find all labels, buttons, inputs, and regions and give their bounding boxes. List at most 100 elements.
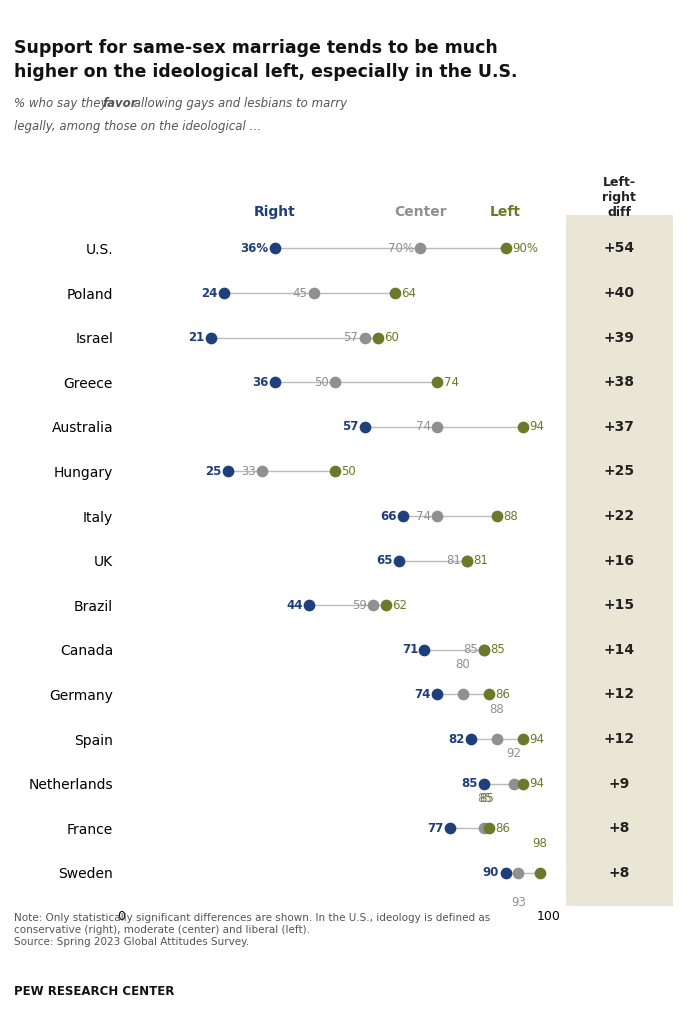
Text: 81: 81 bbox=[473, 554, 489, 567]
Text: 88: 88 bbox=[490, 702, 505, 716]
Text: +9: +9 bbox=[609, 776, 630, 791]
Text: 44: 44 bbox=[287, 599, 303, 611]
Text: legally, among those on the ideological …: legally, among those on the ideological … bbox=[14, 120, 261, 133]
Text: Left-
right
diff: Left- right diff bbox=[602, 176, 636, 219]
Point bbox=[329, 374, 340, 390]
Point bbox=[479, 642, 490, 658]
Point bbox=[513, 864, 524, 881]
Text: 90%: 90% bbox=[512, 242, 538, 255]
Text: 71: 71 bbox=[402, 643, 418, 656]
Text: +37: +37 bbox=[604, 420, 635, 434]
Point bbox=[219, 285, 230, 301]
Text: 94: 94 bbox=[529, 732, 544, 745]
Text: 60: 60 bbox=[384, 331, 399, 344]
Text: % who say they: % who say they bbox=[14, 97, 111, 111]
Text: 24: 24 bbox=[201, 287, 217, 300]
Text: 21: 21 bbox=[189, 331, 205, 344]
Text: 85: 85 bbox=[463, 643, 478, 656]
Text: +39: +39 bbox=[604, 331, 635, 345]
Point bbox=[223, 463, 234, 479]
Point bbox=[462, 553, 473, 569]
Point bbox=[483, 686, 494, 702]
Text: +16: +16 bbox=[604, 554, 635, 567]
Text: +12: +12 bbox=[604, 687, 635, 701]
Point bbox=[304, 597, 315, 613]
Text: 64: 64 bbox=[401, 287, 416, 300]
Text: higher on the ideological left, especially in the U.S.: higher on the ideological left, especial… bbox=[14, 63, 518, 82]
Text: 86: 86 bbox=[495, 688, 510, 700]
Text: 74: 74 bbox=[443, 376, 459, 389]
Point bbox=[257, 463, 268, 479]
Text: 77: 77 bbox=[428, 821, 443, 835]
Point bbox=[457, 686, 468, 702]
Text: allowing gays and lesbians to marry: allowing gays and lesbians to marry bbox=[130, 97, 348, 111]
Text: 74: 74 bbox=[414, 688, 431, 700]
Point bbox=[205, 330, 217, 346]
Point bbox=[372, 330, 383, 346]
Text: Note: Only statistically significant differences are shown. In the U.S., ideolog: Note: Only statistically significant dif… bbox=[14, 913, 490, 946]
Text: +22: +22 bbox=[604, 509, 635, 523]
Text: 74: 74 bbox=[416, 421, 431, 433]
Point bbox=[393, 553, 405, 569]
Text: 66: 66 bbox=[380, 510, 397, 522]
Text: +38: +38 bbox=[604, 375, 635, 389]
Text: 59: 59 bbox=[352, 599, 367, 611]
Text: +54: +54 bbox=[604, 242, 635, 255]
Text: 94: 94 bbox=[529, 421, 544, 433]
Point bbox=[359, 330, 371, 346]
Text: 90: 90 bbox=[483, 866, 499, 880]
Text: +15: +15 bbox=[604, 598, 635, 612]
Point bbox=[491, 731, 502, 748]
Text: 57: 57 bbox=[342, 421, 358, 433]
Text: +40: +40 bbox=[604, 286, 635, 300]
Text: 57: 57 bbox=[344, 331, 358, 344]
Text: 81: 81 bbox=[446, 554, 461, 567]
Point bbox=[269, 241, 280, 257]
Point bbox=[500, 241, 511, 257]
Text: 74: 74 bbox=[416, 510, 431, 522]
Text: 82: 82 bbox=[448, 732, 465, 745]
Text: favor: favor bbox=[103, 97, 137, 111]
Point bbox=[415, 241, 426, 257]
Point bbox=[445, 820, 456, 837]
Text: 70%: 70% bbox=[388, 242, 414, 255]
Point bbox=[432, 686, 443, 702]
Point bbox=[466, 731, 477, 748]
Text: 25: 25 bbox=[205, 465, 222, 478]
Text: 36: 36 bbox=[253, 376, 269, 389]
Text: 86: 86 bbox=[495, 821, 510, 835]
Point bbox=[359, 419, 371, 435]
Point bbox=[389, 285, 400, 301]
Text: 94: 94 bbox=[529, 777, 544, 791]
Text: 85: 85 bbox=[477, 792, 491, 805]
Point bbox=[462, 553, 473, 569]
Text: 33: 33 bbox=[241, 465, 256, 478]
Point bbox=[517, 731, 528, 748]
Text: 80: 80 bbox=[455, 658, 471, 672]
Text: PEW RESEARCH CENTER: PEW RESEARCH CENTER bbox=[14, 985, 174, 998]
Text: 93: 93 bbox=[511, 896, 526, 909]
Text: Center: Center bbox=[394, 206, 446, 219]
Point bbox=[500, 864, 511, 881]
Point bbox=[308, 285, 319, 301]
Text: 50: 50 bbox=[341, 465, 356, 478]
Point bbox=[479, 820, 490, 837]
Point bbox=[269, 374, 280, 390]
Point bbox=[479, 642, 490, 658]
Text: +8: +8 bbox=[609, 821, 630, 836]
Text: Right: Right bbox=[254, 206, 296, 219]
Point bbox=[432, 419, 443, 435]
Text: 85: 85 bbox=[491, 643, 505, 656]
Point bbox=[329, 463, 340, 479]
Text: 88: 88 bbox=[503, 510, 518, 522]
Text: +8: +8 bbox=[609, 866, 630, 880]
Text: Left: Left bbox=[490, 206, 521, 219]
Text: 65: 65 bbox=[376, 554, 393, 567]
Text: 50: 50 bbox=[314, 376, 328, 389]
Text: 98: 98 bbox=[532, 837, 547, 850]
Text: +14: +14 bbox=[604, 643, 635, 656]
Point bbox=[432, 508, 443, 524]
Text: 85: 85 bbox=[479, 792, 493, 805]
Text: Support for same-sex marriage tends to be much: Support for same-sex marriage tends to b… bbox=[14, 39, 498, 57]
Point bbox=[380, 597, 391, 613]
